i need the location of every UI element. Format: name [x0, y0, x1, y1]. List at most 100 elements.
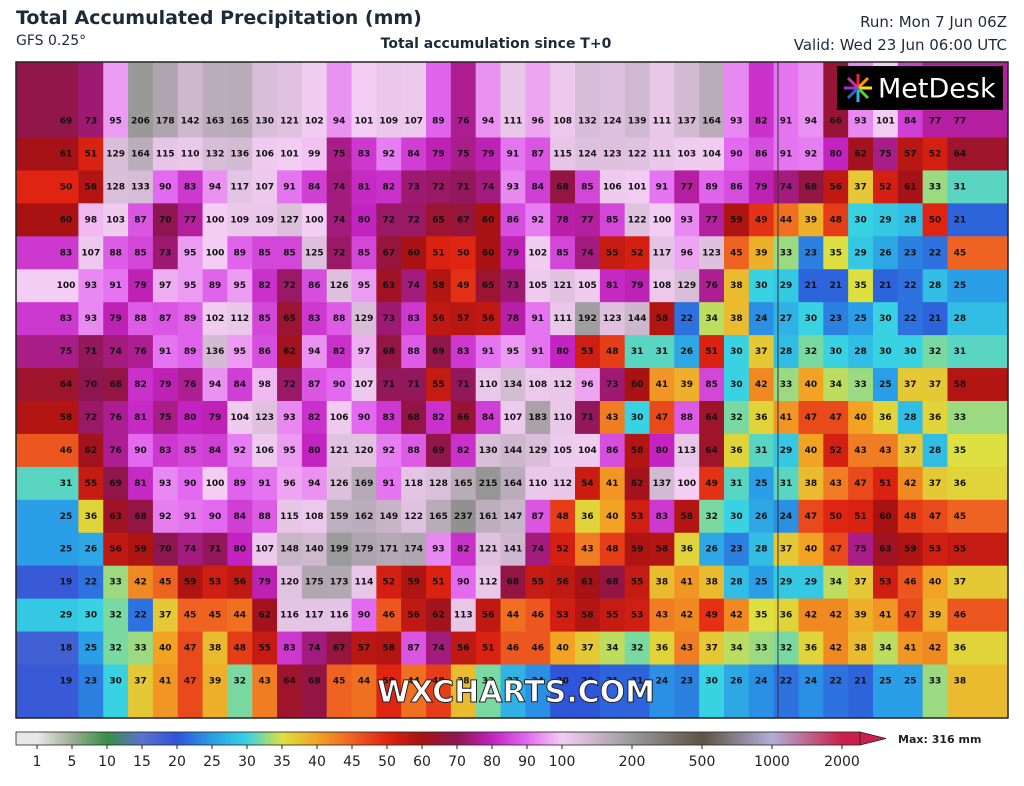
precip-cell — [723, 137, 750, 171]
precip-cell — [16, 400, 79, 435]
precip-value: 90 — [159, 182, 172, 192]
precip-cell — [252, 466, 278, 501]
precip-cell — [78, 565, 104, 600]
precip-cell — [103, 565, 129, 600]
precip-cell — [177, 170, 204, 204]
precip-cell — [326, 565, 353, 600]
precip-cell — [947, 335, 1009, 369]
precip-cell — [525, 269, 551, 303]
precip-cell — [177, 302, 204, 336]
precip-cell — [277, 236, 303, 270]
precip-value: 71 — [457, 380, 470, 390]
precip-value: 63 — [383, 281, 396, 291]
precip-cell — [897, 368, 924, 402]
precip-cell — [78, 433, 104, 468]
precip-value: 20 — [556, 676, 569, 686]
precip-cell — [252, 433, 278, 468]
precip-cell — [823, 433, 849, 468]
precip-cell — [326, 302, 353, 336]
precip-value: 89 — [184, 347, 197, 357]
precip-cell — [401, 368, 427, 402]
precip-cell — [128, 565, 154, 600]
precip-cell — [252, 62, 278, 138]
precip-cell — [351, 499, 377, 534]
precip-cell — [227, 466, 253, 501]
precip-value: 36 — [780, 611, 793, 621]
precip-value: 87 — [134, 215, 147, 225]
precip-cell — [475, 664, 502, 719]
precip-value: 56 — [432, 314, 445, 324]
precip-value: 89 — [184, 314, 197, 324]
precip-value: 83 — [159, 446, 172, 456]
precip-cell — [599, 433, 626, 468]
precip-value: 42 — [730, 611, 743, 621]
precip-cell — [103, 400, 129, 435]
precip-cell — [550, 137, 576, 171]
precip-cell — [152, 203, 179, 237]
precip-value: 124 — [603, 117, 622, 127]
precip-cell — [848, 170, 874, 204]
precip-value: 121 — [330, 446, 349, 456]
precip-value: 112 — [479, 578, 498, 588]
valid: Valid: Wed 23 Jun 06:00 UTC — [794, 36, 1007, 54]
precip-cell — [152, 335, 179, 369]
precip-cell — [401, 236, 427, 270]
precip-cell — [897, 236, 924, 270]
precip-value: 75 — [457, 149, 470, 159]
precip-value: 112 — [230, 314, 249, 324]
precip-value: 36 — [805, 644, 818, 654]
precip-cell — [376, 400, 402, 435]
precip-cell — [823, 565, 849, 600]
precip-value: 97 — [159, 281, 172, 291]
precip-cell — [252, 170, 278, 204]
precip-cell — [227, 400, 253, 435]
precip-cell — [897, 269, 924, 303]
precip-value: 75 — [854, 545, 867, 555]
precip-cell — [649, 466, 675, 501]
precip-value: 23 — [805, 248, 818, 258]
precip-value: 47 — [805, 512, 818, 522]
precip-cell — [426, 335, 452, 369]
precip-cell — [848, 565, 874, 600]
precip-cell — [872, 203, 899, 237]
precip-value: 23 — [904, 248, 917, 258]
precip-value: 102 — [206, 314, 225, 324]
precip-cell — [128, 433, 154, 468]
precip-value: 93 — [730, 117, 743, 127]
precip-value: 68 — [407, 413, 420, 423]
precip-cell — [500, 565, 526, 600]
precip-value: 94 — [333, 117, 346, 127]
precip-value: 39 — [680, 380, 693, 390]
precip-cell — [575, 137, 601, 171]
precip-cell — [872, 499, 899, 534]
precip-value: 39 — [854, 611, 867, 621]
precip-value: 192 — [578, 314, 597, 324]
precip-cell — [897, 302, 924, 336]
precip-cell — [525, 137, 551, 171]
precip-cell — [599, 368, 626, 402]
precip-value: 129 — [355, 314, 374, 324]
precip-cell — [376, 368, 402, 402]
precip-cell — [823, 631, 849, 666]
precip-value: 47 — [929, 512, 942, 522]
precip-cell — [748, 598, 775, 633]
precip-cell — [624, 598, 651, 633]
precip-cell — [351, 137, 377, 171]
precip-value: 47 — [904, 611, 917, 621]
precip-value: 88 — [407, 347, 420, 357]
precip-cell — [699, 433, 725, 468]
precip-cell — [326, 203, 353, 237]
precip-cell — [301, 269, 328, 303]
precip-value: 68 — [606, 578, 619, 588]
precip-cell — [525, 400, 551, 435]
precip-cell — [848, 433, 874, 468]
precip-cell — [252, 236, 278, 270]
precip-cell — [922, 499, 948, 534]
precip-value: 32 — [109, 644, 122, 654]
precip-value: 72 — [85, 413, 98, 423]
precip-cell — [301, 664, 328, 719]
precip-value: 83 — [358, 149, 371, 159]
precip-value: 51 — [432, 578, 445, 588]
precip-cell — [550, 499, 576, 534]
precip-value: 84 — [308, 182, 321, 192]
